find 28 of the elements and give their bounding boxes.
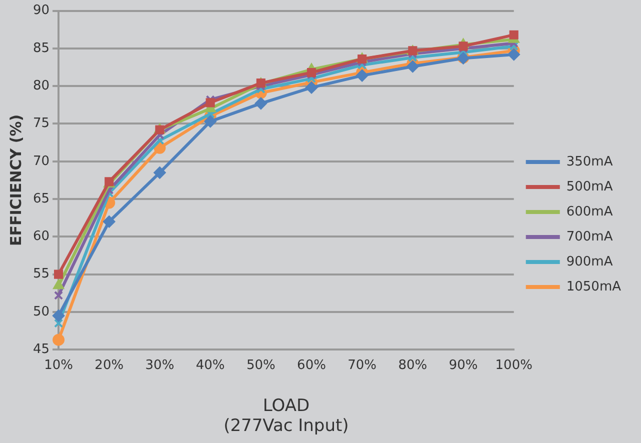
x-tick-label: 50% (246, 358, 276, 373)
x-tick-label: 30% (145, 358, 174, 373)
y-tick-label: 85 (32, 40, 50, 56)
y-tick-label: 55 (32, 266, 50, 282)
legend-label: 350mA (566, 154, 613, 170)
x-axis-title: LOAD (277Vac Input) (224, 396, 349, 436)
y-tick-label: 70 (32, 154, 50, 169)
y-tick-label: 60 (32, 229, 50, 244)
legend-label: 700mA (566, 229, 613, 244)
y-tick-label: 45 (32, 342, 50, 357)
y-tick-label: 80 (32, 78, 50, 94)
y-tick-label: 75 (32, 116, 50, 132)
x-tick-label: 90% (448, 358, 478, 373)
x-tick-label: 10% (44, 358, 73, 373)
legend-label: 900mA (566, 254, 613, 270)
y-tick-label: 65 (32, 191, 50, 206)
y-axis-title: EFFICIENCY (%) (6, 114, 25, 246)
legend-label: 1050mA (566, 279, 622, 294)
x-tick-label: 60% (297, 358, 326, 373)
y-tick-label: 90 (32, 3, 50, 18)
y-tick-label: 50 (32, 304, 50, 320)
x-tick-label: 70% (348, 358, 377, 373)
x-tick-label: 80% (398, 358, 428, 373)
x-tick-label: 40% (196, 358, 225, 373)
legend-label: 500mA (566, 179, 613, 194)
x-tick-label: 20% (94, 358, 124, 373)
x-tick-label: 100% (495, 358, 532, 373)
legend-label: 600mA (566, 204, 613, 220)
